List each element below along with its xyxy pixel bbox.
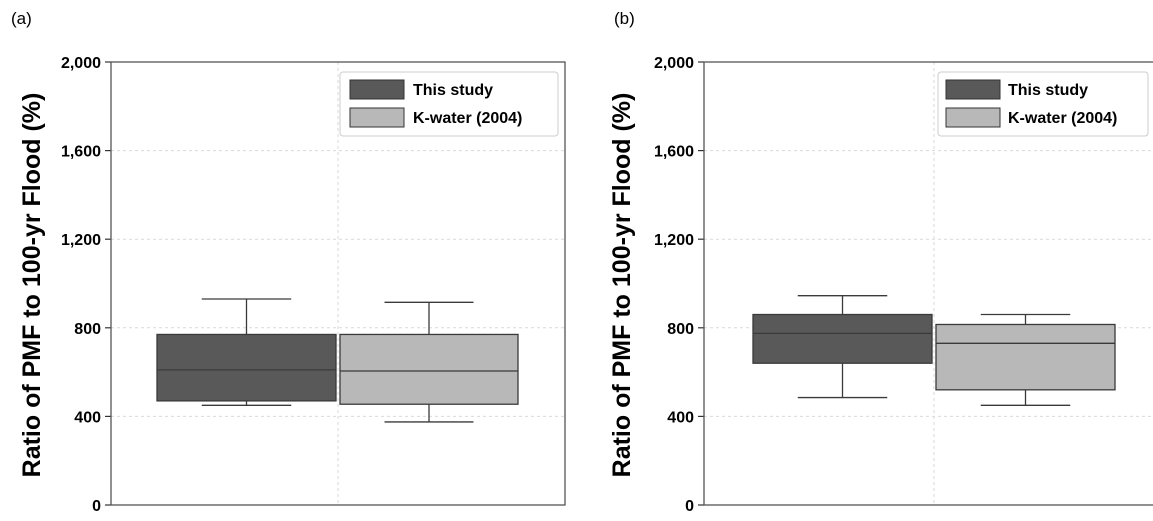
legend: This study K-water (2004) bbox=[339, 71, 559, 137]
y-tick-label: 2,000 bbox=[61, 55, 101, 72]
legend-label-this-study: This study bbox=[1008, 82, 1088, 99]
y-tick-label: 1,200 bbox=[61, 232, 101, 249]
boxes bbox=[156, 298, 519, 423]
legend-swatch-k-water bbox=[349, 107, 405, 128]
legend-swatch-this-study bbox=[349, 79, 405, 100]
y-tick-label: 0 bbox=[92, 498, 101, 515]
y-tick-label: 400 bbox=[74, 409, 101, 426]
legend-label-k-water: K-water (2004) bbox=[1008, 110, 1117, 127]
box-iqr bbox=[752, 313, 933, 364]
box-iqr bbox=[935, 323, 1116, 391]
panel-label: (a) bbox=[11, 9, 32, 28]
box-this-study bbox=[752, 295, 933, 399]
box-k-water bbox=[935, 313, 1116, 406]
y-tick-label: 0 bbox=[685, 498, 694, 515]
boxes bbox=[752, 295, 1116, 406]
panel-a: (a) Ratio of PMF to 100-yr Flood (%) 0 40… bbox=[11, 9, 566, 515]
plot-frame bbox=[110, 61, 566, 506]
panel-b: (b) Ratio of PMF to 100-yr Flood (%) 0 40… bbox=[608, 9, 1153, 515]
y-axis-label: Ratio of PMF to 100-yr Flood (%) bbox=[608, 93, 636, 478]
box-k-water bbox=[339, 301, 519, 423]
y-axis-ticks: 0 400 800 1,200 1,600 2,000 bbox=[61, 55, 111, 515]
y-tick-label: 1,600 bbox=[61, 144, 101, 161]
legend-label-k-water: K-water (2004) bbox=[413, 110, 522, 127]
legend-swatch-this-study bbox=[945, 79, 1001, 100]
y-tick-label: 800 bbox=[74, 321, 101, 338]
legend-swatch-k-water bbox=[945, 107, 1001, 128]
box-this-study bbox=[156, 298, 337, 406]
y-tick-label: 400 bbox=[667, 409, 694, 426]
box-iqr bbox=[156, 333, 337, 402]
y-axis-label: Ratio of PMF to 100-yr Flood (%) bbox=[18, 93, 46, 478]
y-tick-label: 1,600 bbox=[654, 144, 694, 161]
y-tick-label: 800 bbox=[667, 321, 694, 338]
panel-label: (b) bbox=[614, 9, 635, 28]
legend: This study K-water (2004) bbox=[937, 71, 1149, 137]
grid bbox=[111, 62, 565, 505]
y-tick-label: 2,000 bbox=[654, 55, 694, 72]
y-axis-ticks: 0 400 800 1,200 1,600 2,000 bbox=[654, 55, 704, 515]
legend-label-this-study: This study bbox=[413, 82, 493, 99]
box-iqr bbox=[339, 333, 519, 405]
plot-frame bbox=[703, 61, 1153, 506]
y-tick-label: 1,200 bbox=[654, 232, 694, 249]
